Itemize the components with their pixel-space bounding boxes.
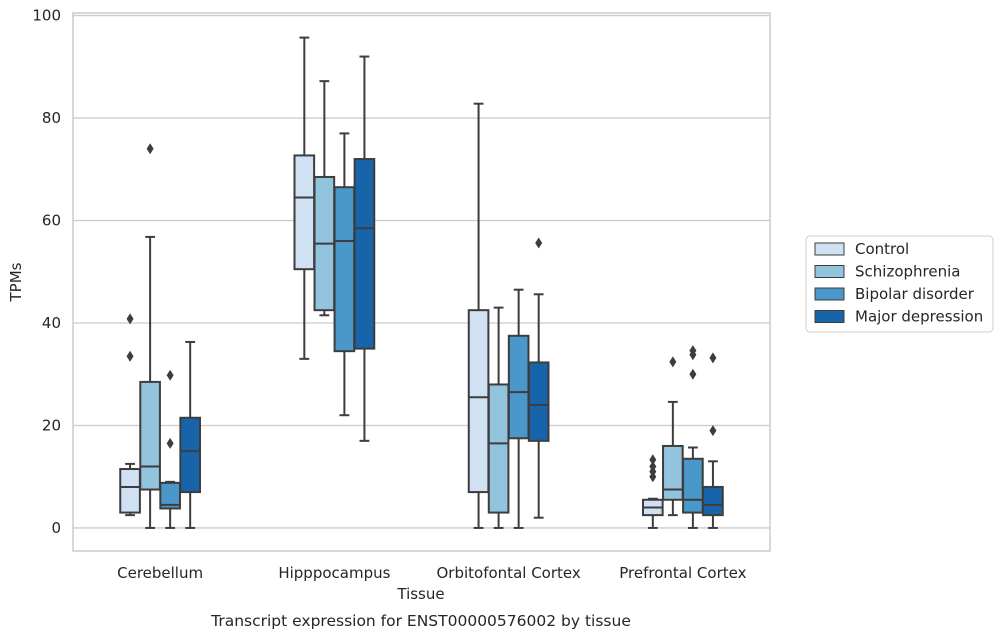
iqr-box — [487, 383, 510, 514]
iqr-box — [467, 309, 490, 494]
outlier-point — [649, 454, 657, 466]
outlier-point — [669, 356, 677, 368]
legend-frame — [805, 235, 994, 333]
boxes — [119, 36, 724, 529]
legend-label: Major depression — [855, 308, 983, 326]
y-tick-label: 100 — [32, 7, 61, 25]
box-control — [641, 454, 664, 529]
box-bipolar-disorder — [682, 345, 704, 529]
x-axis-label: Tissue — [396, 585, 444, 603]
outlier-point — [709, 425, 717, 437]
legend-items: Control Schizophrenia Bipolar disorder Majo… — [814, 240, 983, 326]
outlier-point — [709, 352, 717, 364]
iqr-box — [139, 380, 161, 491]
iqr-box — [333, 186, 356, 353]
outlier-point — [535, 237, 543, 249]
x-tick-label: Cerebellum — [117, 564, 203, 582]
legend-swatch — [814, 265, 845, 278]
box-control — [293, 36, 316, 360]
y-tick-label: 40 — [42, 314, 61, 332]
x-tick-label: Prefrontal Cortex — [619, 564, 746, 582]
legend-swatch — [814, 242, 845, 256]
x-axis-ticks: Cerebellum Hipppocampus Orbitofontal Corte… — [117, 564, 746, 582]
chart-caption: Transcript expression for ENST0000057600… — [210, 612, 631, 630]
iqr-box — [353, 158, 376, 350]
outlier-point — [166, 437, 174, 449]
box-control — [467, 102, 490, 529]
y-axis-label: TPMs — [7, 262, 25, 302]
box-major-depression — [353, 55, 376, 442]
y-tick-label: 60 — [42, 212, 61, 230]
x-tick-label: Hipppocampus — [278, 564, 390, 582]
legend-label: Bipolar disorder — [855, 285, 975, 303]
legend: Control Schizophrenia Bipolar disorder Majo… — [805, 235, 994, 333]
iqr-box — [682, 457, 704, 514]
outlier-point — [689, 345, 697, 357]
iqr-box — [507, 334, 530, 440]
iqr-box — [119, 468, 141, 514]
box-bipolar-disorder — [507, 288, 530, 529]
legend-label: Schizophrenia — [855, 263, 960, 281]
outlier-point — [649, 460, 657, 472]
iqr-box — [293, 154, 316, 271]
iqr-box — [527, 361, 550, 442]
legend-label: Control — [855, 240, 909, 258]
outlier-point — [166, 369, 174, 381]
y-tick-label: 20 — [42, 416, 61, 434]
outlier-point — [146, 143, 154, 155]
box-major-depression — [179, 340, 202, 529]
box-bipolar-disorder — [333, 132, 356, 417]
outlier-point — [126, 350, 134, 362]
outlier-point — [126, 313, 134, 325]
box-schizophrenia — [139, 143, 161, 529]
iqr-box — [179, 416, 202, 494]
iqr-box — [702, 485, 724, 517]
box-schizophrenia — [487, 306, 510, 529]
box-major-depression — [702, 352, 724, 529]
iqr-box — [159, 481, 181, 510]
y-tick-label: 80 — [42, 109, 61, 127]
legend-swatch — [814, 287, 845, 301]
iqr-box — [662, 444, 684, 501]
y-tick-label: 0 — [51, 519, 61, 537]
legend-swatch — [814, 310, 845, 323]
box-control — [119, 313, 141, 517]
outlier-point — [689, 368, 697, 380]
box-major-depression — [527, 237, 550, 519]
box-bipolar-disorder — [159, 369, 181, 529]
x-tick-label: Orbitofontal Cortex — [437, 564, 581, 582]
y-axis-ticks: 0 20 40 60 80 100 — [32, 7, 61, 537]
